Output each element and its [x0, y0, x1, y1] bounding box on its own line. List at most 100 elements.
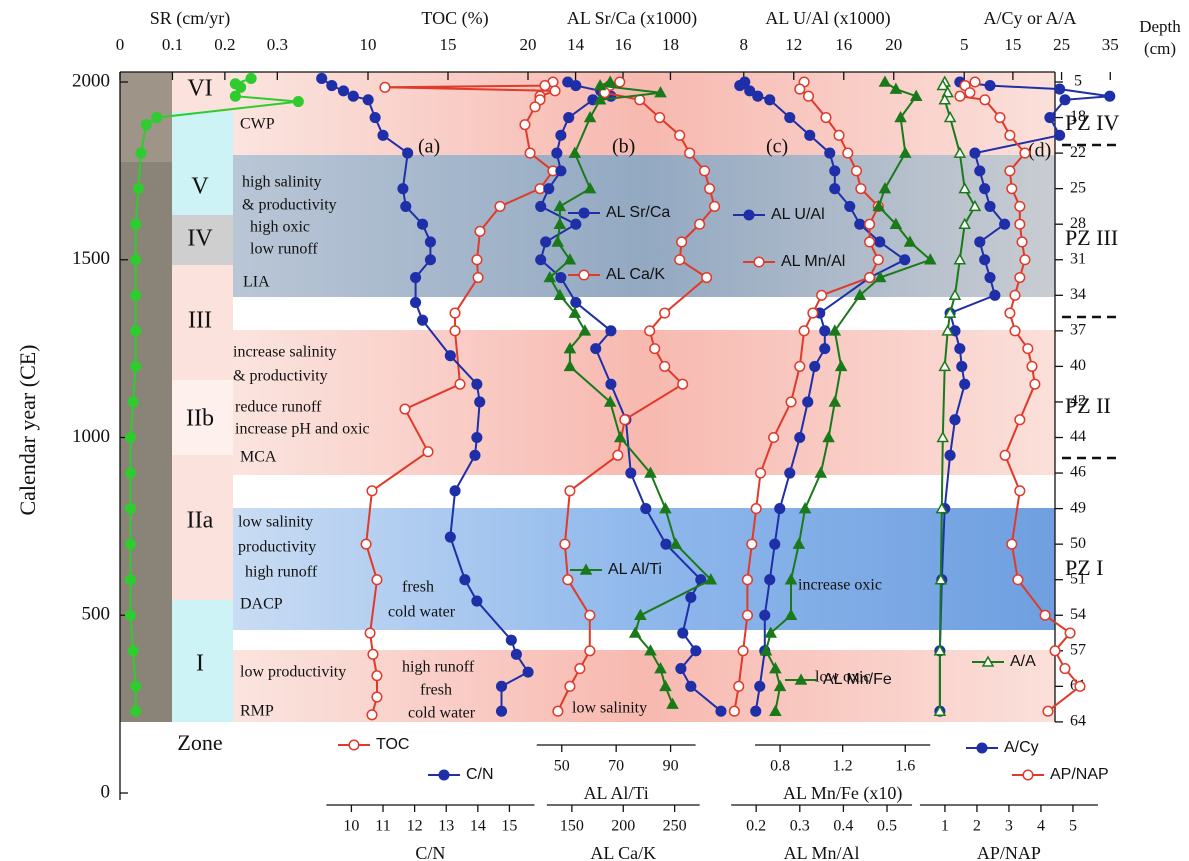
data-point: [450, 326, 460, 336]
data-point: [820, 344, 830, 354]
data-point: [957, 362, 967, 372]
x-tick-label: 25: [1053, 35, 1070, 54]
data-point: [512, 650, 522, 660]
data-point: [550, 86, 560, 96]
data-point: [1055, 131, 1065, 141]
data-point: [770, 539, 780, 549]
x-tick-label: 0.5: [877, 818, 897, 835]
x-tick-label: 0.3: [790, 818, 810, 835]
data-point: [126, 468, 136, 478]
y-tick-label: 1000: [72, 426, 110, 447]
x-tick-label: 11: [375, 818, 390, 835]
data-point: [1007, 539, 1017, 549]
data-point: [446, 532, 456, 542]
x-tick-label: 50: [554, 758, 570, 775]
data-point: [985, 202, 995, 212]
x-axis-title: AL Sr/Ca (x1000): [567, 8, 697, 29]
zone-label: IIb: [186, 406, 214, 432]
data-point: [975, 237, 985, 247]
annotation: cold water: [388, 604, 456, 621]
data-point: [875, 237, 885, 247]
legend-label: C/N: [466, 766, 494, 783]
legend-marker: [1023, 770, 1033, 780]
data-point: [126, 575, 136, 585]
x-tick-label: 1: [941, 818, 949, 835]
data-point: [738, 646, 748, 656]
annotation: productivity: [238, 539, 316, 556]
data-point: [1007, 184, 1017, 194]
data-point: [418, 315, 428, 325]
data-point: [418, 219, 428, 229]
data-point: [246, 74, 256, 84]
data-point: [411, 298, 421, 308]
data-point: [372, 671, 382, 681]
x-tick-label: 12: [785, 35, 802, 54]
x-tick-label: 15: [501, 818, 517, 835]
data-point: [556, 166, 566, 176]
data-point: [753, 91, 763, 101]
data-point: [473, 273, 483, 283]
data-point: [423, 447, 433, 457]
data-point: [361, 539, 371, 549]
data-point: [975, 166, 985, 176]
x-tick-label: 14: [567, 35, 585, 54]
x-axis-title: TOC (%): [421, 8, 488, 29]
data-point: [817, 291, 827, 301]
data-point: [980, 255, 990, 265]
annotation: fresh: [402, 579, 434, 596]
data-point: [834, 131, 844, 141]
data-point: [472, 433, 482, 443]
data-point: [1015, 219, 1025, 229]
data-point: [126, 610, 136, 620]
data-point: [126, 504, 136, 514]
data-point: [556, 131, 566, 141]
data-point: [786, 397, 796, 407]
x-tick-label: 0.8: [770, 758, 790, 775]
data-point: [571, 219, 581, 229]
annotation: low runoff: [250, 241, 318, 258]
annotation: reduce runoff: [235, 399, 322, 416]
data-point: [131, 682, 141, 692]
data-point: [955, 91, 965, 101]
data-point: [626, 468, 636, 478]
data-point: [700, 166, 710, 176]
legend-label: A/Cy: [1004, 739, 1039, 756]
legend-marker: [579, 208, 589, 218]
panel-label: (b): [612, 136, 635, 158]
annotation: high oxic: [250, 219, 310, 236]
data-point: [865, 237, 875, 247]
data-point: [131, 326, 141, 336]
data-point: [855, 219, 865, 229]
y2-axis-title: (cm): [1144, 39, 1176, 58]
data-point: [1000, 219, 1010, 229]
data-point: [805, 131, 815, 141]
data-point: [1013, 575, 1023, 585]
data-point: [613, 450, 623, 460]
pollen-zone-label: PZ II: [1065, 393, 1111, 418]
chart: Calendar year (CE) Depth (cm) Zone 05001…: [0, 0, 1189, 861]
data-point: [455, 379, 465, 389]
x-tick-label: 18: [662, 35, 679, 54]
annotation: increase pH and oxic: [235, 421, 370, 438]
legend-marker: [349, 740, 359, 750]
annotation: low productivity: [240, 664, 346, 681]
data-point: [367, 486, 377, 496]
annotation: high salinity: [242, 174, 322, 191]
background-bands: [120, 72, 1120, 722]
data-point: [676, 664, 686, 674]
annotation: & productivity: [242, 197, 337, 214]
x-axis-title: AL Al/Ti: [584, 783, 649, 803]
data-point: [980, 95, 990, 105]
data-point: [760, 610, 770, 620]
y2-axis-title: Depth: [1139, 17, 1181, 36]
legend-marker: [977, 743, 987, 753]
data-point: [536, 255, 546, 265]
annotation: LIA: [243, 274, 270, 291]
data-point: [743, 610, 753, 620]
data-point: [820, 326, 830, 336]
data-point: [990, 291, 1000, 301]
data-point: [339, 86, 349, 96]
data-point: [686, 682, 696, 692]
legend-label: AL U/Al: [771, 206, 825, 223]
data-point: [765, 575, 775, 585]
